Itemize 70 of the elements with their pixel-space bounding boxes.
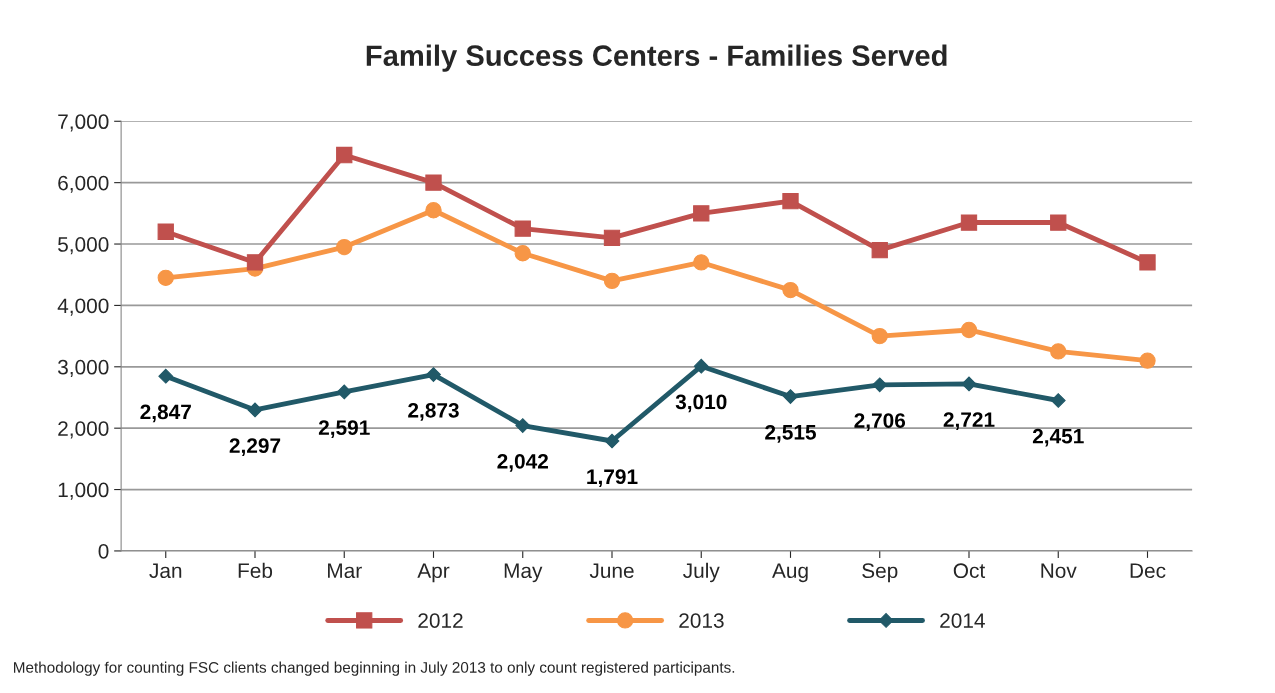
point [1050,214,1067,231]
point [603,272,621,290]
data-label: 2,297 [229,438,281,457]
point [1050,393,1066,408]
point [960,321,978,339]
point [603,229,621,247]
point [782,192,799,210]
point [693,205,710,222]
x-tick-label: Jan [149,563,182,579]
data-label: 3,010 [675,394,727,413]
point [693,254,710,271]
y-tick-label: 6,000 [58,175,109,193]
data-label: 2,515 [765,424,816,443]
data-label: 2,873 [408,402,459,421]
x-tick-label: July [683,562,720,583]
point [336,384,352,400]
x-tick-label: Nov [1041,563,1077,579]
point [158,368,174,384]
point [961,376,977,392]
point [247,402,263,418]
point [1139,352,1156,369]
point [426,367,441,382]
text: Methodology for counting FSC clients changed beginning in July 2013 to only count registered participants. [14,661,735,676]
point [1139,254,1156,271]
point [782,281,799,299]
data-label: 2,847 [140,404,191,423]
legend-label: 2012 [418,613,463,628]
x-tick-label: Feb [238,562,273,579]
x-tick-label: June [589,563,634,579]
y-tick-label: 7,000 [58,114,109,132]
point [157,269,174,286]
y-tick-label: 3,000 [57,359,109,378]
data-label: 2,721 [943,412,995,431]
x-tick-label: May [504,563,543,583]
x-tick-label: Apr [417,563,450,583]
point [960,214,978,231]
chart-title: Family Success Centers - Families Served [366,44,947,72]
x-tick-label: Sep [862,563,898,583]
y-tick-label: 2,000 [58,421,109,439]
data-label: 1,791 [587,469,638,488]
data-label: 2,042 [497,453,548,472]
point [425,174,442,191]
data-label: 2,706 [854,413,906,431]
y-tick-label: 4,000 [57,298,109,316]
x-tick-label: Aug [772,563,808,583]
y-tick-label: 0 [98,543,109,559]
x-tick-label: Mar [328,563,362,579]
point [425,202,442,219]
point [157,223,174,240]
data-label: 2,451 [1032,428,1084,447]
y-tick-label: 5,000 [58,237,109,255]
x-tick-label: Oct [953,563,986,579]
point [514,220,531,237]
data-label: 2,591 [318,420,370,438]
point [872,377,888,393]
x-tick-label: Dec [1130,563,1166,579]
point [783,389,798,404]
point [336,146,353,164]
point [604,433,620,449]
point [1050,343,1067,360]
point [246,254,264,271]
point [693,358,709,374]
y-tick-label: 1,000 [58,482,109,500]
point [514,245,531,262]
legend-label: 2013 [679,613,724,628]
point [336,238,353,256]
point [515,418,531,433]
point [871,242,888,259]
legend-label: 2014 [940,613,985,628]
point [871,327,888,345]
